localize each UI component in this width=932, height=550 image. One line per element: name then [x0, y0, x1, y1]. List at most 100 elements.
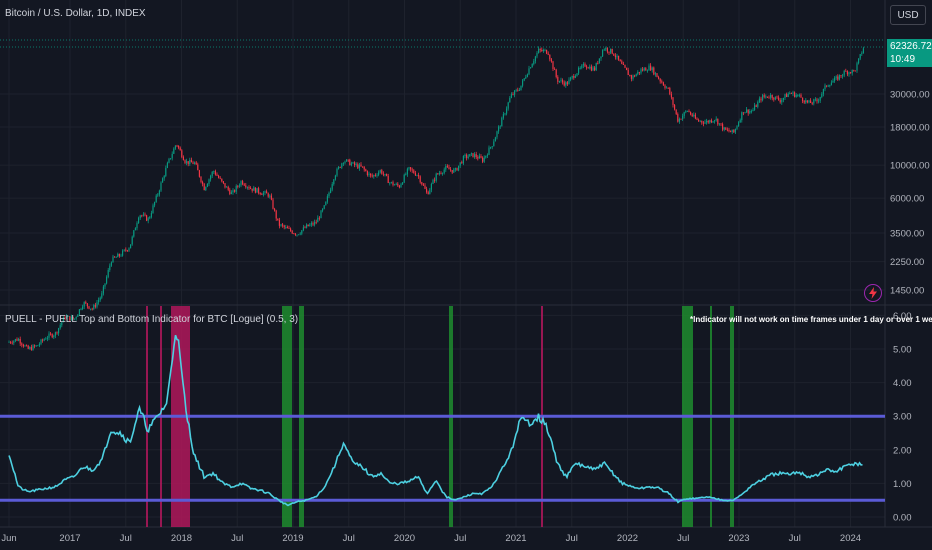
- candle-body: [317, 217, 319, 223]
- candle-body: [51, 334, 53, 338]
- price-candles: [8, 46, 864, 351]
- candle-body: [640, 69, 642, 73]
- candle-body: [397, 183, 399, 186]
- candle-body: [678, 118, 680, 122]
- candle-body: [853, 69, 855, 71]
- candle-body: [405, 174, 407, 176]
- candle-body: [195, 162, 197, 165]
- candle-body: [344, 161, 346, 163]
- candle-body: [590, 66, 592, 71]
- candle-body: [765, 96, 767, 98]
- candle-body: [248, 187, 250, 189]
- candle-body: [462, 156, 464, 164]
- candle-body: [848, 72, 850, 75]
- candle-body: [714, 120, 716, 122]
- candle-body: [720, 123, 722, 125]
- candle-body: [718, 123, 720, 125]
- candle-body: [816, 99, 818, 102]
- candle-body: [80, 308, 82, 310]
- candle-body: [758, 98, 760, 102]
- candle-body: [726, 129, 728, 131]
- time-tick-label: 2017: [59, 533, 80, 544]
- candle-body: [114, 256, 116, 258]
- candle-body: [782, 97, 784, 100]
- candle-body: [210, 176, 212, 180]
- candle-body: [741, 112, 743, 121]
- candle-body: [766, 96, 768, 98]
- candle-body: [579, 67, 581, 69]
- candle-body: [131, 236, 133, 245]
- price-tick-label: 18000.00: [890, 123, 930, 134]
- candle-body: [253, 187, 255, 191]
- candle-body: [690, 112, 692, 115]
- candle-body: [77, 314, 79, 317]
- candle-body: [440, 173, 442, 174]
- candle-body: [466, 154, 468, 158]
- candle-body: [280, 224, 282, 226]
- candle-body: [125, 249, 127, 251]
- candle-body: [552, 61, 554, 69]
- candle-body: [646, 70, 648, 72]
- candle-body: [712, 121, 714, 123]
- candle-body: [266, 191, 268, 194]
- candle-body: [202, 182, 204, 184]
- candle-body: [158, 190, 160, 195]
- candle-body: [491, 146, 493, 148]
- candle-body: [130, 244, 132, 249]
- candle-body: [576, 73, 578, 76]
- lightning-bolt-icon[interactable]: [864, 284, 882, 302]
- candle-body: [539, 48, 541, 50]
- time-tick-label: Jul: [789, 533, 801, 544]
- candle-body: [446, 166, 448, 168]
- candle-body: [160, 182, 162, 191]
- candle-body: [29, 347, 31, 349]
- candle-body: [682, 115, 684, 120]
- candle-body: [24, 345, 26, 347]
- candle-body: [390, 182, 392, 183]
- candle-body: [251, 188, 253, 191]
- candle-body: [814, 99, 816, 101]
- bar-countdown: 10:49: [890, 54, 916, 65]
- candle-body: [725, 127, 727, 130]
- candle-body: [381, 170, 383, 174]
- candle-body: [88, 306, 90, 309]
- candle-body: [830, 82, 832, 86]
- candle-body: [150, 213, 152, 217]
- candle-body: [419, 176, 421, 183]
- candle-body: [760, 98, 762, 101]
- last-price: 62326.72: [890, 41, 932, 52]
- candle-body: [616, 55, 618, 58]
- candle-body: [813, 99, 815, 104]
- candle-body: [26, 345, 28, 347]
- candle-body: [163, 175, 165, 179]
- candle-body: [234, 190, 236, 192]
- candle-body: [518, 90, 520, 91]
- candle-body: [259, 192, 261, 195]
- candle-body: [72, 316, 74, 320]
- candle-body: [40, 339, 42, 345]
- candle-body: [605, 48, 607, 50]
- candle-body: [722, 124, 724, 130]
- candle-body: [13, 340, 15, 344]
- candle-body: [499, 126, 501, 128]
- candle-body: [450, 169, 452, 171]
- candle-body: [347, 159, 349, 161]
- puell-axis: 0.00 1.00 2.00 3.00 4.00 5.00 6.00: [893, 311, 912, 524]
- candle-body: [453, 169, 455, 173]
- candle-body: [235, 186, 237, 192]
- currency-button[interactable]: USD: [890, 5, 926, 25]
- candle-body: [205, 186, 207, 191]
- candle-body: [190, 159, 192, 163]
- candle-body: [610, 48, 612, 53]
- puell-tick-label: 4.00: [893, 378, 912, 389]
- candle-body: [410, 167, 412, 170]
- candle-body: [512, 94, 514, 95]
- candle-body: [461, 162, 463, 164]
- candle-body: [819, 97, 821, 101]
- candle-body: [755, 105, 757, 107]
- candle-body: [186, 161, 188, 163]
- candle-body: [18, 339, 20, 341]
- candle-body: [437, 173, 439, 175]
- candle-body: [619, 59, 621, 62]
